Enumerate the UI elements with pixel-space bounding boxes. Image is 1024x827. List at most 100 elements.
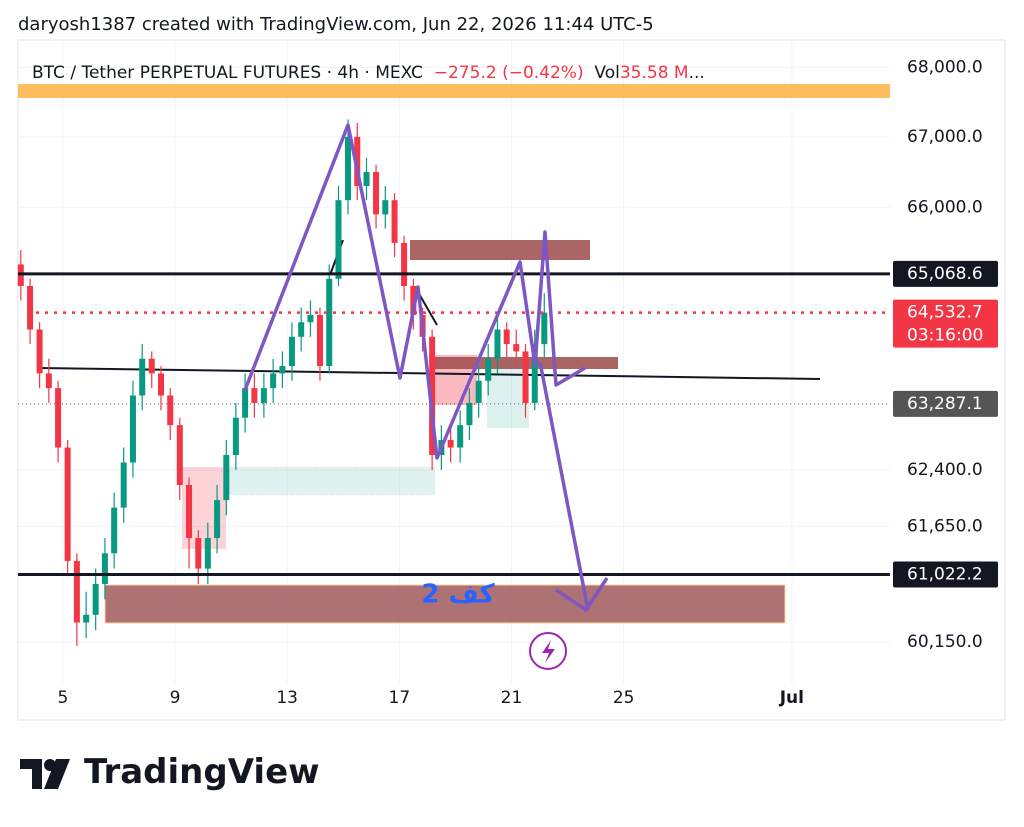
candle-body bbox=[83, 614, 90, 623]
candle-body bbox=[111, 507, 118, 554]
candle-body bbox=[214, 500, 221, 539]
candle-body bbox=[522, 351, 529, 403]
candle-body bbox=[73, 560, 80, 623]
y-tick-label: 60,150.0 bbox=[907, 632, 983, 652]
x-tick-label: 21 bbox=[501, 688, 523, 708]
candle-body bbox=[223, 454, 230, 501]
candle-body bbox=[429, 336, 436, 455]
price-badge-label: 63,287.1 bbox=[907, 394, 983, 414]
candle-body bbox=[382, 200, 389, 215]
candle-body bbox=[466, 402, 473, 426]
price-badge bbox=[893, 299, 998, 348]
candle-body bbox=[232, 417, 239, 455]
annotation: کف 2 bbox=[421, 580, 495, 610]
candle-body bbox=[270, 373, 277, 389]
arrow-drawing bbox=[538, 361, 590, 611]
price-badge bbox=[893, 390, 998, 417]
candle-body bbox=[307, 314, 314, 323]
price-badge-label: 64,532.7 bbox=[907, 303, 983, 323]
candle-body bbox=[260, 388, 267, 403]
candle-body bbox=[316, 314, 323, 367]
candle-body bbox=[45, 373, 52, 389]
candle-body bbox=[503, 329, 510, 345]
price-badge bbox=[893, 260, 998, 287]
candle-body bbox=[363, 171, 370, 187]
candle-body bbox=[401, 242, 408, 287]
candle-body bbox=[335, 200, 342, 279]
price-lines bbox=[18, 272, 890, 577]
candle-body bbox=[27, 286, 34, 330]
legend: BTC / Tether PERPETUAL FUTURES · 4h · ME… bbox=[32, 63, 705, 83]
x-tick-label: 25 bbox=[613, 688, 635, 708]
candle-body bbox=[345, 136, 352, 201]
y-tick-label: 67,000.0 bbox=[907, 127, 983, 147]
candle-body bbox=[148, 358, 155, 374]
wave-drawing bbox=[243, 123, 586, 460]
symbol: BTC / Tether PERPETUAL FUTURES · 4h · ME… bbox=[32, 63, 423, 83]
candle-body bbox=[242, 388, 249, 418]
x-tick-label: 17 bbox=[389, 688, 411, 708]
candle-body bbox=[298, 322, 305, 337]
x-tick-label: 13 bbox=[276, 688, 298, 708]
zone-green bbox=[487, 360, 529, 428]
y-tick-label: 68,000.0 bbox=[907, 57, 983, 77]
header: daryosh1387 created with TradingView.com… bbox=[18, 14, 654, 35]
y-tick-label: 61,650.0 bbox=[907, 517, 983, 537]
axes: 60,150.0 61,650.0 62,400.0 66,000.0 67,000.0… bbox=[57, 57, 998, 708]
candle-body bbox=[167, 395, 174, 426]
candle-body bbox=[101, 553, 108, 584]
candle-body bbox=[326, 278, 333, 367]
candle-body bbox=[513, 344, 520, 352]
footer-brand: TradingView bbox=[84, 752, 320, 792]
event-icon bbox=[529, 632, 567, 670]
candle-body bbox=[251, 388, 258, 403]
candle-body bbox=[494, 329, 501, 359]
arrow-head bbox=[555, 577, 609, 612]
candle-body bbox=[157, 373, 164, 396]
volume-label: Vol bbox=[594, 63, 620, 83]
volume: 35.58 M bbox=[619, 63, 689, 83]
candle-body bbox=[36, 329, 43, 374]
countdown: 03:16:00 bbox=[907, 326, 983, 346]
y-tick-label: 62,400.0 bbox=[907, 460, 983, 480]
candle-body bbox=[129, 395, 136, 463]
logo bbox=[20, 759, 70, 789]
candle-body bbox=[176, 425, 183, 486]
y-tick-label: 66,000.0 bbox=[907, 197, 983, 217]
candle-body bbox=[204, 538, 211, 569]
trend-line bbox=[417, 291, 438, 326]
change: −275.2 (−0.42%) bbox=[433, 63, 584, 83]
price-badge-label: 61,022.2 bbox=[907, 565, 983, 585]
candle-body bbox=[373, 171, 380, 215]
candle-body bbox=[475, 380, 482, 403]
zone-green bbox=[224, 466, 436, 496]
zone-orange bbox=[18, 84, 890, 98]
x-tick-label: 9 bbox=[170, 688, 181, 708]
candle-body bbox=[391, 200, 398, 243]
more: ... bbox=[688, 63, 705, 83]
candle-body bbox=[195, 538, 202, 569]
candle-body bbox=[120, 462, 127, 508]
price-badge bbox=[893, 561, 998, 588]
candle-body bbox=[541, 312, 548, 345]
candle-body bbox=[288, 336, 295, 367]
candle-body bbox=[186, 485, 193, 539]
zone-brown bbox=[410, 240, 590, 260]
candle-body bbox=[447, 440, 454, 448]
candle-body bbox=[279, 366, 286, 374]
price-badge-label: 65,068.6 bbox=[907, 264, 983, 284]
candle-body bbox=[410, 286, 417, 315]
event-icon-bolt bbox=[542, 640, 555, 663]
x-tick-label: Jul bbox=[779, 688, 804, 708]
x-tick-label: 5 bbox=[57, 688, 68, 708]
zone-brown bbox=[104, 584, 786, 624]
candle-body bbox=[457, 425, 464, 448]
candle-body bbox=[64, 447, 71, 561]
candle-body bbox=[485, 358, 492, 381]
candle-body bbox=[92, 583, 99, 615]
chart: کف 2 60,150.0 61,650.0 62,400.0 66,000.0 67,… bbox=[17, 39, 1006, 721]
candle-body bbox=[55, 388, 62, 448]
candle-body bbox=[139, 358, 146, 396]
candle-body bbox=[531, 344, 538, 403]
